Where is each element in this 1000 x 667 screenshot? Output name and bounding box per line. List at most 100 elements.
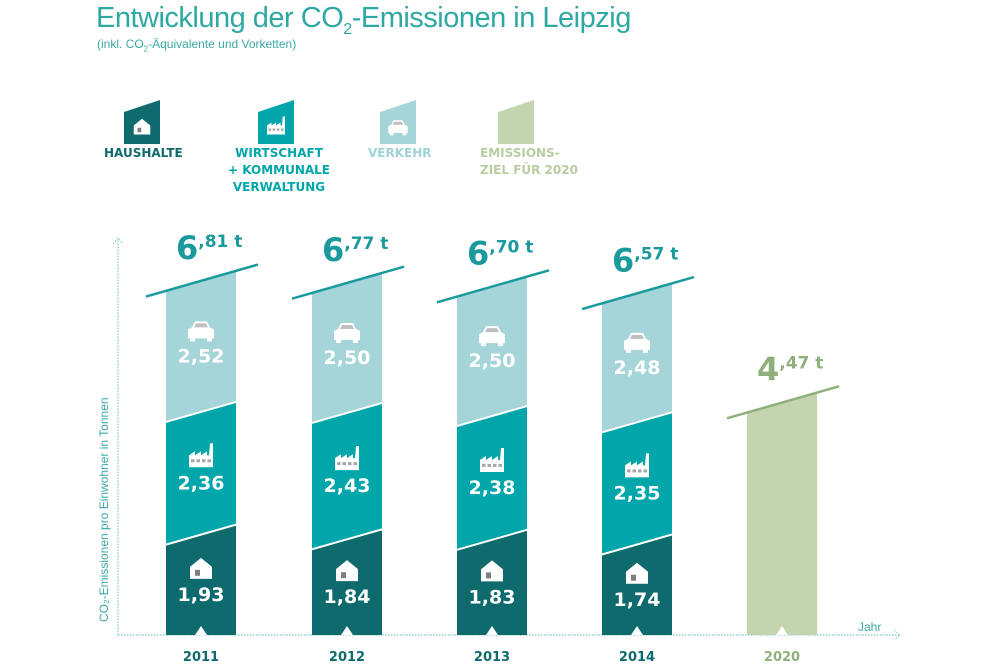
factory-shape	[335, 446, 359, 471]
legend-item	[498, 100, 534, 144]
title-text: Entwicklung der CO	[96, 2, 344, 34]
factory-window	[487, 463, 491, 467]
bar-2012: 1,84 2,43 2,50 6,77 t 2012	[291, 231, 405, 665]
segment-divider	[601, 411, 673, 434]
bar-notch	[486, 626, 498, 635]
total-decimal: ,70 t	[489, 238, 533, 258]
car-windshield	[630, 334, 644, 339]
car-wheel	[481, 343, 486, 347]
factory-window	[638, 469, 642, 473]
title-text-end: -Emissionen in Leipzig	[351, 2, 632, 34]
segment-value: 2,35	[614, 482, 661, 504]
car-wheel	[626, 349, 631, 353]
bar-segment	[166, 524, 236, 635]
car-icon	[388, 120, 408, 136]
legend-item	[380, 100, 416, 144]
bar-segment	[457, 529, 527, 635]
car-wheel	[190, 338, 195, 342]
segment-divider	[165, 523, 237, 546]
factory-window	[342, 462, 346, 466]
house-door	[341, 572, 346, 579]
legend-label-line: + KOMMUNALE	[228, 163, 330, 177]
bar-segment	[602, 412, 672, 555]
bar-notch	[341, 626, 353, 635]
car-wheel	[207, 338, 212, 342]
legend-item	[258, 100, 294, 144]
legend-label-line: WIRTSCHAFT	[235, 146, 323, 160]
car-body	[388, 120, 408, 133]
segment-divider	[456, 405, 528, 428]
factory-window	[268, 128, 272, 131]
title-subscript: 2	[343, 20, 352, 38]
subtitle-subscript: 2	[143, 44, 149, 54]
house-door	[486, 572, 491, 579]
bar-2011: 1,93 2,36 2,52 6,81 t 2011	[145, 229, 259, 665]
car-windshield	[485, 328, 499, 333]
legend-label: HAUSHALTE	[104, 145, 183, 162]
car-windshield	[194, 323, 208, 328]
car-wheel	[389, 133, 394, 136]
legend-label-line: ZIEL FÜR 2020	[480, 163, 578, 177]
factory-window	[498, 463, 502, 467]
factory-icon	[335, 446, 359, 471]
x-tick-label: 2013	[474, 650, 510, 665]
total-decimal: ,77 t	[344, 234, 388, 254]
x-axis-label: Jahr	[858, 620, 881, 634]
car-body	[334, 322, 360, 340]
bar-segment	[312, 529, 382, 635]
total-decimal: ,47 t	[779, 354, 823, 374]
bar-segment	[166, 270, 236, 422]
segment-value: 2,36	[178, 472, 225, 494]
total-line	[581, 275, 695, 311]
segment-value: 1,84	[324, 586, 371, 608]
total-decimal: ,57 t	[634, 244, 678, 264]
factory-window	[348, 462, 352, 466]
segment-value: 2,48	[614, 357, 661, 379]
chart-title: Entwicklung der CO2-Emissionen in Leipzi…	[96, 2, 631, 39]
segment-value: 1,74	[614, 589, 661, 611]
total-integer: 6	[176, 229, 198, 267]
factory-shape	[189, 443, 213, 468]
car-wheel	[336, 339, 341, 343]
factory-window	[632, 469, 636, 473]
segment-value: 2,50	[324, 347, 371, 369]
house-icon	[190, 557, 212, 579]
segment-value: 2,43	[324, 475, 371, 497]
factory-window	[272, 128, 276, 131]
segment-divider	[311, 528, 383, 551]
factory-icon	[480, 447, 504, 472]
total-label: 6,70 t	[467, 235, 533, 273]
house-icon	[133, 118, 151, 135]
factory-window	[191, 459, 195, 463]
factory-window	[627, 469, 631, 473]
car-icon	[334, 322, 360, 343]
car-icon	[479, 326, 505, 347]
bar-notch	[195, 626, 207, 635]
bar-2014: 1,74 2,35 2,48 6,57 t 2014	[581, 241, 695, 665]
bar-segment	[312, 272, 382, 423]
bar-segment	[747, 392, 817, 635]
house-door	[631, 574, 636, 581]
total-line	[291, 265, 405, 300]
segment-divider	[165, 400, 237, 423]
segment-value: 1,83	[469, 586, 516, 608]
car-body	[624, 332, 650, 350]
segment-divider	[456, 528, 528, 551]
x-tick-label: 2020	[764, 650, 800, 665]
total-line	[726, 385, 840, 420]
total-integer: 6	[467, 235, 489, 273]
car-wheel	[498, 343, 503, 347]
factory-icon	[189, 443, 213, 468]
subtitle-text-end: -Äquivalente und Vorketten)	[148, 37, 297, 51]
factory-window	[276, 128, 280, 131]
car-icon	[624, 332, 650, 353]
factory-shape	[267, 116, 285, 135]
bar-2020: 4,47 t 2020	[726, 351, 840, 665]
bar-segment	[602, 534, 672, 635]
segment-value: 2,38	[469, 477, 516, 499]
legend-label-line: VERWALTUNG	[232, 180, 326, 194]
factory-icon	[625, 453, 649, 478]
legend-label: EMISSIONS- ZIEL FÜR 2020	[480, 145, 578, 179]
car-wheel	[353, 339, 358, 343]
house-icon	[481, 560, 503, 582]
